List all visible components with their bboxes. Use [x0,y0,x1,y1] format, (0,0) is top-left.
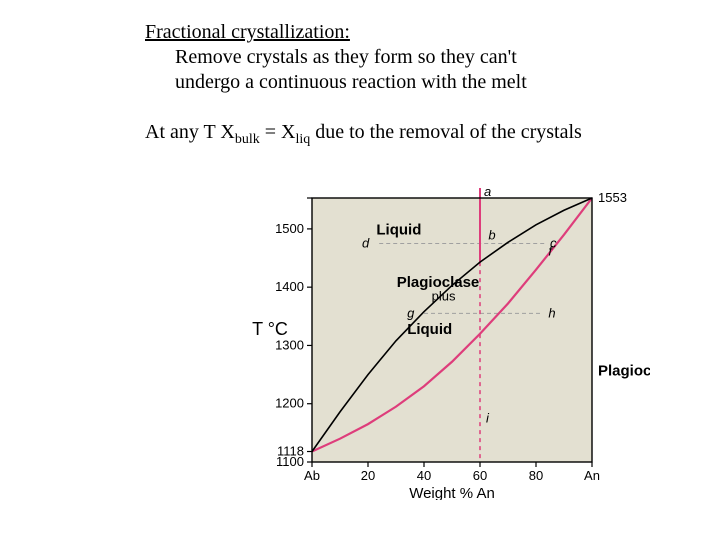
svg-text:60: 60 [473,468,487,483]
svg-text:Liquid: Liquid [376,222,421,239]
svg-text:Liquid: Liquid [407,321,452,338]
svg-text:plus: plus [432,289,456,304]
svg-text:g: g [407,305,415,320]
eq-sub1: bulk [235,132,260,147]
heading-block: Fractional crystallization: Remove cryst… [145,20,527,95]
eq-pre: At any T X [145,121,235,143]
svg-text:1553: 1553 [598,190,627,205]
phase-diagram-svg: Ab20406080AnWeight % An11001118120013001… [250,180,650,500]
svg-text:80: 80 [529,468,543,483]
svg-text:1300: 1300 [275,337,304,352]
svg-text:1200: 1200 [275,396,304,411]
eq-mid: = X [260,121,296,143]
svg-text:1500: 1500 [275,221,304,236]
desc-line-2: undergo a continuous reaction with the m… [175,70,527,95]
phase-diagram: Ab20406080AnWeight % An11001118120013001… [250,180,650,500]
svg-text:Weight % An: Weight % An [409,485,495,500]
svg-text:T °C: T °C [252,319,288,339]
eq-post: due to the removal of the crystals [310,121,582,143]
svg-text:a: a [484,184,491,199]
svg-text:h: h [548,305,555,320]
svg-text:An: An [584,468,600,483]
page: Fractional crystallization: Remove cryst… [0,0,720,540]
svg-text:b: b [488,227,495,242]
svg-text:Ab: Ab [304,468,320,483]
svg-text:40: 40 [417,468,431,483]
equation-line: At any T Xbulk = Xliq due to the removal… [145,120,582,149]
svg-text:1118: 1118 [277,444,304,459]
svg-text:Plagioclase: Plagioclase [598,363,650,380]
desc-line-1: Remove crystals as they form so they can… [175,45,527,70]
eq-sub2: liq [295,132,310,147]
title: Fractional crystallization: [145,20,527,45]
svg-text:1400: 1400 [275,279,304,294]
svg-text:d: d [362,235,370,250]
svg-text:20: 20 [361,468,375,483]
